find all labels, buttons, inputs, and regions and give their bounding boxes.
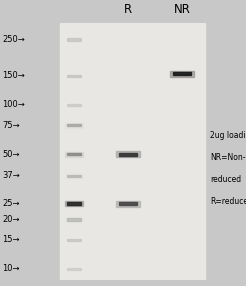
Bar <box>67 239 81 241</box>
Text: reduced: reduced <box>210 175 242 184</box>
Text: 250→: 250→ <box>2 35 25 44</box>
Bar <box>65 266 83 271</box>
Text: 100→: 100→ <box>2 100 25 109</box>
Text: 10→: 10→ <box>2 264 20 273</box>
Bar <box>116 151 140 157</box>
Text: NR=Non-: NR=Non- <box>210 153 246 162</box>
Text: 75→: 75→ <box>2 121 20 130</box>
Bar <box>65 102 83 107</box>
Bar <box>67 104 81 106</box>
Bar <box>67 39 81 41</box>
Bar <box>60 23 205 280</box>
Bar <box>65 37 83 42</box>
Text: 2ug loading: 2ug loading <box>210 131 246 140</box>
Bar <box>65 173 83 178</box>
Text: 50→: 50→ <box>2 150 20 159</box>
Bar <box>170 71 194 77</box>
Text: 20→: 20→ <box>2 215 20 224</box>
Bar <box>65 152 83 157</box>
Text: 25→: 25→ <box>2 199 20 208</box>
Text: 150→: 150→ <box>2 72 25 80</box>
Bar <box>116 200 140 206</box>
Bar <box>65 217 83 222</box>
Text: NR: NR <box>174 3 190 16</box>
Bar <box>119 153 137 156</box>
Bar <box>119 202 137 205</box>
Bar <box>65 201 83 206</box>
Bar <box>67 268 81 270</box>
Bar <box>67 124 81 126</box>
Bar <box>65 237 83 243</box>
Bar <box>67 153 81 155</box>
Bar <box>65 74 83 78</box>
Text: R=reduced: R=reduced <box>210 197 246 206</box>
Text: R: R <box>124 3 132 16</box>
Bar <box>67 218 81 221</box>
Bar <box>67 75 81 77</box>
Bar <box>67 174 81 177</box>
Bar <box>65 123 83 128</box>
Bar <box>173 72 191 75</box>
Text: 37→: 37→ <box>2 171 20 180</box>
Text: 15→: 15→ <box>2 235 20 245</box>
Bar <box>67 202 81 205</box>
